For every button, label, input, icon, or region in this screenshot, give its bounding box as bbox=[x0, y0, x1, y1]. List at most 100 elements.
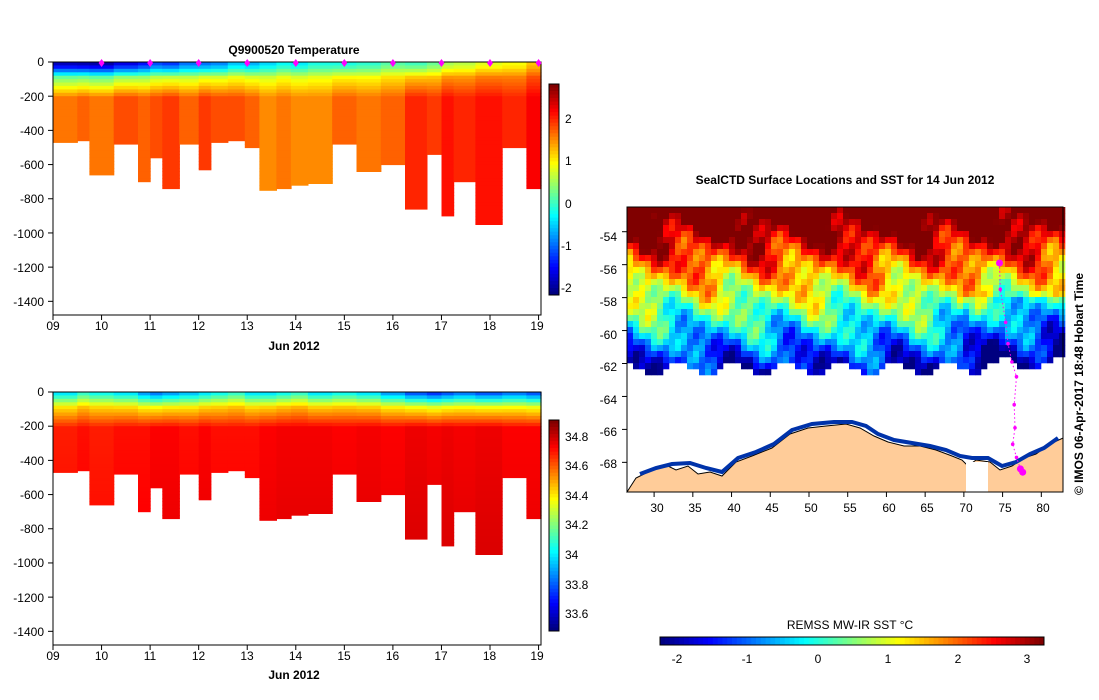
sst-pixel bbox=[945, 285, 952, 292]
sst-pixel bbox=[975, 309, 982, 316]
sst-pixel bbox=[687, 321, 694, 328]
section-cell bbox=[307, 467, 333, 472]
sst-pixel bbox=[963, 249, 970, 256]
sst-pixel bbox=[1005, 231, 1012, 238]
section-cell bbox=[244, 65, 260, 70]
sst-pixel bbox=[717, 225, 724, 232]
sst-pixel bbox=[717, 291, 724, 298]
sst-pixel bbox=[657, 225, 664, 232]
sst-pixel bbox=[1017, 309, 1024, 316]
section-cell bbox=[332, 463, 358, 468]
sst-pixel bbox=[831, 237, 838, 244]
sst-pixel bbox=[999, 243, 1006, 250]
section-cell bbox=[441, 171, 455, 176]
sst-pixel bbox=[939, 297, 946, 304]
sst-pixel bbox=[843, 351, 850, 358]
colorbar-step bbox=[549, 553, 559, 558]
section-cell bbox=[138, 137, 151, 142]
sst-pixel bbox=[747, 297, 754, 304]
section-cell bbox=[89, 123, 115, 128]
section-cell bbox=[150, 426, 163, 431]
sst-pixel bbox=[897, 297, 904, 304]
section-cell bbox=[227, 89, 246, 94]
sst-pixel bbox=[855, 309, 862, 316]
section-cell bbox=[179, 92, 200, 97]
sst-pixel bbox=[879, 315, 886, 322]
colorbar-step bbox=[549, 521, 559, 526]
colorbar-step bbox=[688, 637, 695, 645]
section-cell bbox=[502, 426, 528, 431]
section-cell bbox=[453, 484, 477, 489]
sst-pixel bbox=[825, 261, 832, 268]
sst-pixel bbox=[921, 363, 928, 370]
sst-pixel bbox=[669, 243, 676, 250]
sst-pixel bbox=[897, 309, 904, 316]
section-cell bbox=[162, 422, 180, 427]
sst-pixel bbox=[723, 339, 730, 346]
section-cell bbox=[307, 429, 333, 434]
section-cell bbox=[259, 508, 277, 513]
section-cell bbox=[307, 415, 333, 420]
section-cell bbox=[227, 130, 246, 135]
section-cell bbox=[290, 433, 309, 437]
section-cell bbox=[53, 463, 78, 468]
section-cell bbox=[453, 508, 477, 513]
sst-pixel bbox=[981, 279, 988, 286]
section-cell bbox=[290, 498, 309, 502]
section-cell bbox=[150, 133, 163, 138]
section-cell bbox=[162, 150, 180, 155]
section-cell bbox=[259, 477, 277, 482]
sst-pixel bbox=[831, 291, 838, 298]
section-cell bbox=[259, 395, 277, 400]
sst-pixel bbox=[861, 315, 868, 322]
sst-pixel bbox=[921, 333, 928, 340]
section-cell bbox=[227, 103, 246, 107]
section-cell bbox=[150, 446, 163, 451]
section-cell bbox=[526, 508, 542, 513]
sst-pixel bbox=[837, 297, 844, 304]
section-cell bbox=[77, 433, 90, 437]
section-cell bbox=[426, 82, 443, 87]
section-cell bbox=[53, 62, 78, 66]
section-cell bbox=[53, 65, 78, 70]
sst-pixel bbox=[861, 267, 868, 274]
sst-pixel bbox=[957, 261, 964, 268]
sst-pixel bbox=[903, 309, 910, 316]
sst-pixel bbox=[993, 273, 1000, 280]
sst-pixel bbox=[873, 303, 880, 310]
section-cell bbox=[475, 539, 503, 543]
sst-pixel bbox=[753, 321, 760, 328]
sst-pixel bbox=[1005, 273, 1012, 280]
section-cell bbox=[380, 116, 406, 121]
section-cell bbox=[244, 395, 260, 400]
sst-pixel bbox=[711, 309, 718, 316]
salinity-cells bbox=[53, 392, 542, 555]
section-cell bbox=[162, 137, 180, 142]
sst-pixel bbox=[885, 285, 892, 292]
section-cell bbox=[227, 467, 246, 472]
sst-pixel bbox=[981, 225, 988, 232]
sst-pixel bbox=[753, 303, 760, 310]
section-cell bbox=[244, 85, 260, 90]
sst-pixel bbox=[771, 231, 778, 238]
section-cell bbox=[453, 171, 477, 176]
sst-pixel bbox=[633, 213, 640, 220]
sst-pixel bbox=[1053, 339, 1060, 346]
section-cell bbox=[475, 409, 503, 414]
sst-pixel bbox=[987, 207, 994, 214]
section-cell bbox=[526, 415, 542, 420]
sst-pixel bbox=[741, 261, 748, 268]
section-cell bbox=[259, 515, 277, 520]
sst-pixel bbox=[765, 285, 772, 292]
section-cell bbox=[244, 89, 260, 94]
sst-pixel bbox=[1035, 231, 1042, 238]
colorbar-step bbox=[996, 637, 1002, 645]
section-cell bbox=[405, 511, 428, 516]
sst-pixel bbox=[945, 327, 952, 334]
colorbar-step bbox=[549, 259, 559, 264]
section-cell bbox=[307, 150, 333, 155]
section-cell bbox=[276, 174, 292, 179]
sst-pixel bbox=[939, 273, 946, 280]
colorbar-step bbox=[823, 637, 829, 645]
sst-pixel bbox=[735, 357, 742, 364]
